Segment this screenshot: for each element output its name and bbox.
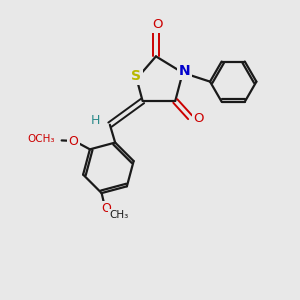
Text: O: O [101, 202, 111, 215]
Text: O: O [193, 112, 204, 125]
Text: H: H [91, 114, 100, 127]
Text: CH₃: CH₃ [109, 210, 128, 220]
Text: S: S [131, 69, 141, 83]
Text: N: N [178, 64, 190, 78]
Text: OCH₃: OCH₃ [28, 134, 55, 144]
Text: O: O [152, 18, 163, 31]
Text: O: O [69, 135, 79, 148]
